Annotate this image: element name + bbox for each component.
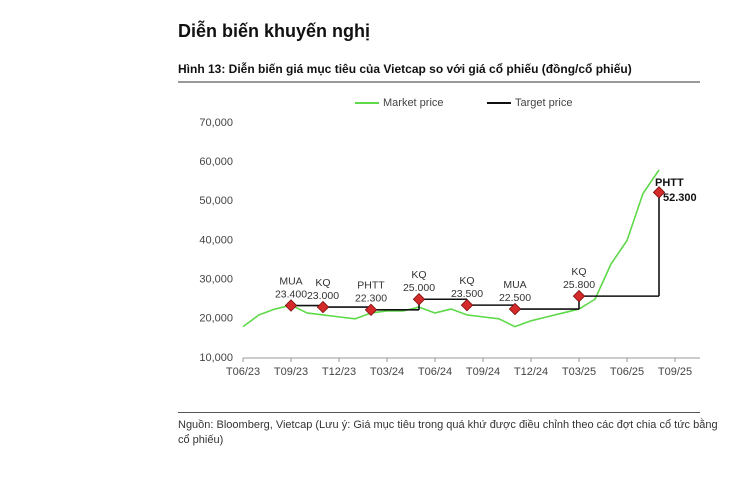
target-marker — [412, 293, 426, 306]
target-marker — [460, 298, 474, 312]
legend-label: Market price — [383, 97, 444, 109]
x-tick-label: T03/25 — [562, 366, 596, 378]
target-marker — [316, 300, 330, 314]
x-tick-label: T09/23 — [274, 366, 308, 378]
y-tick-label: 20,000 — [199, 313, 233, 325]
y-tick-label: 70,000 — [199, 117, 233, 129]
x-tick-label: T06/24 — [418, 366, 452, 378]
y-tick-label: 10,000 — [199, 352, 233, 364]
value-label: 52.300 — [663, 192, 697, 204]
rating-label: PHTT — [655, 177, 684, 189]
value-label: 22.500 — [499, 292, 531, 304]
legend-label: Target price — [515, 97, 572, 109]
rating-label: KQ — [571, 266, 586, 278]
value-label: 25.000 — [403, 282, 435, 294]
chart: Diễn biến khuyến nghị Hình 13: Diễn biến… — [178, 20, 700, 378]
rating-label: KQ — [315, 277, 330, 289]
chart-title: Hình 13: Diễn biến giá mục tiêu của Viet… — [178, 61, 632, 76]
rating-label: MUA — [279, 275, 302, 287]
x-tick-label: T12/23 — [322, 366, 356, 378]
rating-label: PHTT — [357, 280, 385, 292]
target-marker — [572, 289, 586, 303]
rating-label: MUA — [503, 279, 526, 291]
y-tick-label: 60,000 — [199, 156, 233, 168]
x-tick-label: T09/24 — [466, 366, 500, 378]
source-note: Nguồn: Bloomberg, Vietcap (Lưu ý: Giá mụ… — [178, 419, 718, 446]
note-rule — [178, 412, 700, 413]
target-marker — [652, 186, 666, 199]
value-label: 22.300 — [355, 293, 387, 305]
heading: Diễn biến khuyến nghị — [178, 20, 370, 41]
rating-label: KQ — [459, 275, 474, 287]
y-tick-label: 30,000 — [199, 274, 233, 286]
value-label: 23.000 — [307, 290, 339, 302]
y-tick-label: 50,000 — [199, 195, 233, 207]
x-tick-label: T09/25 — [658, 366, 692, 378]
target-marker — [508, 302, 522, 316]
rating-label: KQ — [411, 269, 426, 281]
x-tick-label: T06/25 — [610, 366, 644, 378]
market-price-line — [242, 169, 660, 328]
value-label: 23.400 — [275, 288, 307, 300]
target-marker — [364, 303, 378, 317]
target-marker — [284, 299, 298, 312]
value-label: 23.500 — [451, 288, 483, 300]
value-label: 25.800 — [563, 279, 595, 291]
y-tick-label: 40,000 — [199, 234, 233, 246]
x-tick-label: T06/23 — [226, 366, 260, 378]
x-tick-label: T03/24 — [370, 366, 404, 378]
x-tick-label: T12/24 — [514, 366, 548, 378]
